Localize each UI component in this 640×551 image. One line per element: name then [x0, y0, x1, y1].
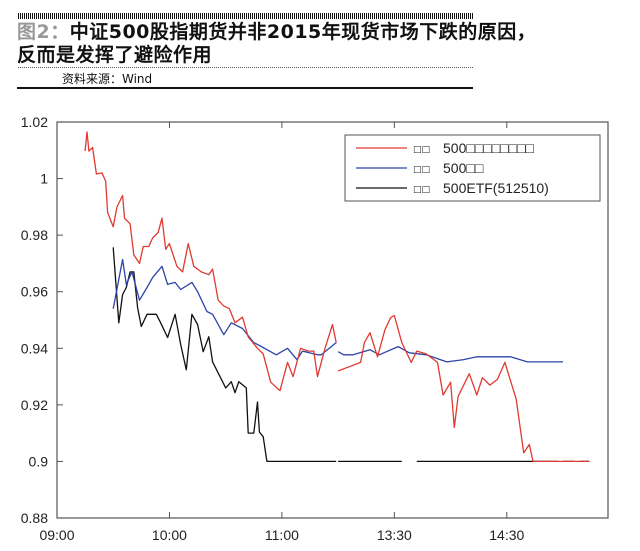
divider-dotted	[18, 67, 473, 68]
legend-label: 500□□	[443, 160, 484, 176]
legend-prefix: □□	[413, 145, 430, 155]
title-line-1: 中证500股指期货并非2015年现货市场下跌的原因，	[69, 21, 537, 43]
x-tick-label: 14:30	[489, 527, 524, 543]
legend-label: 500□□□□□□□□	[443, 140, 535, 156]
y-tick-label: 1.02	[21, 114, 48, 130]
y-tick-label: 0.9	[29, 453, 49, 469]
y-tick-label: 0.96	[21, 284, 48, 300]
x-tick-label: 13:30	[377, 527, 412, 543]
x-tick-label: 11:00	[265, 527, 299, 543]
legend-prefix: □□	[413, 185, 430, 195]
x-tick-label: 10:00	[152, 527, 187, 543]
series-line-500	[84, 131, 590, 463]
y-tick-label: 0.98	[21, 227, 48, 243]
legend: □□ 500□□□□□□□□ □□ 500□□ □□ 500ETF(512510)	[344, 134, 601, 202]
figure-title: 图2：中证500股指期货并非2015年现货市场下跌的原因， 反而是发挥了避险作用	[17, 21, 617, 67]
y-tick-label: 1	[40, 171, 48, 187]
y-tick-label: 0.92	[21, 397, 48, 413]
figure-label: 图2：	[17, 21, 70, 43]
x-tick-label: 09:00	[39, 527, 74, 543]
title-line-2: 反而是发挥了避险作用	[17, 44, 213, 66]
source-note: 资料来源：Wind	[62, 72, 153, 86]
y-tick-label: 0.88	[21, 510, 48, 526]
series-line-500	[112, 258, 563, 363]
series-line-500etf512510	[112, 247, 590, 463]
y-tick-label: 0.94	[21, 340, 48, 356]
divider-thick	[17, 87, 473, 89]
plot-frame	[56, 121, 609, 519]
legend-label: 500ETF(512510)	[443, 180, 549, 196]
decorative-top-bar	[18, 13, 473, 19]
legend-prefix: □□	[413, 165, 430, 175]
